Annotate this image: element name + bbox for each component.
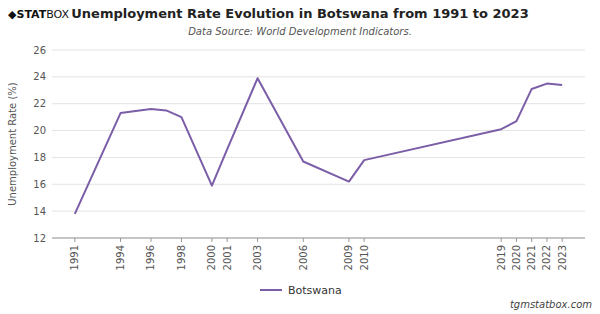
title: Unemployment Rate Evolution in Botswana … xyxy=(71,6,528,21)
x-tick xyxy=(531,238,532,242)
x-tick xyxy=(257,238,258,242)
y-tick-label: 18 xyxy=(33,152,46,163)
x-tick-label: 2019 xyxy=(496,245,507,270)
x-tick-label: 1996 xyxy=(145,245,156,270)
y-tick-label: 14 xyxy=(33,206,46,217)
x-tick-label: 2020 xyxy=(511,245,522,270)
logo-part: BOX xyxy=(46,8,69,21)
x-tick xyxy=(348,238,349,242)
x-tick-label: 2010 xyxy=(359,245,370,270)
x-tick-label: 2023 xyxy=(557,245,568,270)
x-tick xyxy=(150,238,151,242)
x-tick xyxy=(562,238,563,242)
grid-line xyxy=(52,76,585,77)
x-tick xyxy=(74,238,75,242)
subtitle: Data Source: World Development Indicator… xyxy=(188,26,412,37)
x-tick xyxy=(303,238,304,242)
line xyxy=(75,78,562,214)
legend: Botswana xyxy=(260,284,342,297)
grid-line xyxy=(52,184,585,185)
x-tick-label: 2006 xyxy=(298,245,309,270)
y-tick-label: 12 xyxy=(33,233,46,244)
y-tick-label: 16 xyxy=(33,179,46,190)
x-tick-label: 2022 xyxy=(541,245,552,270)
x-tick xyxy=(501,238,502,242)
legend-label: Botswana xyxy=(288,284,342,297)
y-axis-label: Unemployment Rate (%) xyxy=(7,82,18,206)
x-tick xyxy=(211,238,212,242)
background xyxy=(0,0,600,314)
x-tick xyxy=(227,238,228,242)
legend-swatch xyxy=(260,289,282,291)
x-tick xyxy=(181,238,182,242)
y-tick-label: 22 xyxy=(33,98,46,109)
x-tick-label: 2001 xyxy=(222,245,233,270)
y-tick-label: 24 xyxy=(33,71,46,82)
x-tick-label: 2021 xyxy=(526,245,537,270)
y-tick-label: 26 xyxy=(33,45,46,56)
grid-line xyxy=(52,211,585,212)
grid-line xyxy=(52,103,585,104)
y-tick-label: 20 xyxy=(33,125,46,136)
x-tick xyxy=(516,238,517,242)
x-tick-label: 2009 xyxy=(343,245,354,270)
watermark: tgmstatbox.com xyxy=(510,299,592,310)
logo-part: STAT xyxy=(16,8,46,21)
grid-line xyxy=(52,238,585,239)
grid-line xyxy=(52,130,585,131)
plot-area xyxy=(75,78,562,214)
grid-line xyxy=(52,50,585,51)
x-tick xyxy=(120,238,121,242)
logo: ◆STATBOX xyxy=(8,8,70,21)
x-tick-label: 2000 xyxy=(206,245,217,270)
x-axis-line xyxy=(52,238,585,239)
x-tick-label: 1994 xyxy=(115,245,126,270)
chart: ◆STATBOXUnemployment Rate Evolution in B… xyxy=(0,0,600,314)
x-tick-label: 1991 xyxy=(69,245,80,270)
grid-line xyxy=(52,157,585,158)
x-tick-label: 1998 xyxy=(176,245,187,270)
x-tick-label: 2003 xyxy=(252,245,263,270)
x-tick xyxy=(546,238,547,242)
x-tick xyxy=(364,238,365,242)
grid xyxy=(52,50,585,238)
